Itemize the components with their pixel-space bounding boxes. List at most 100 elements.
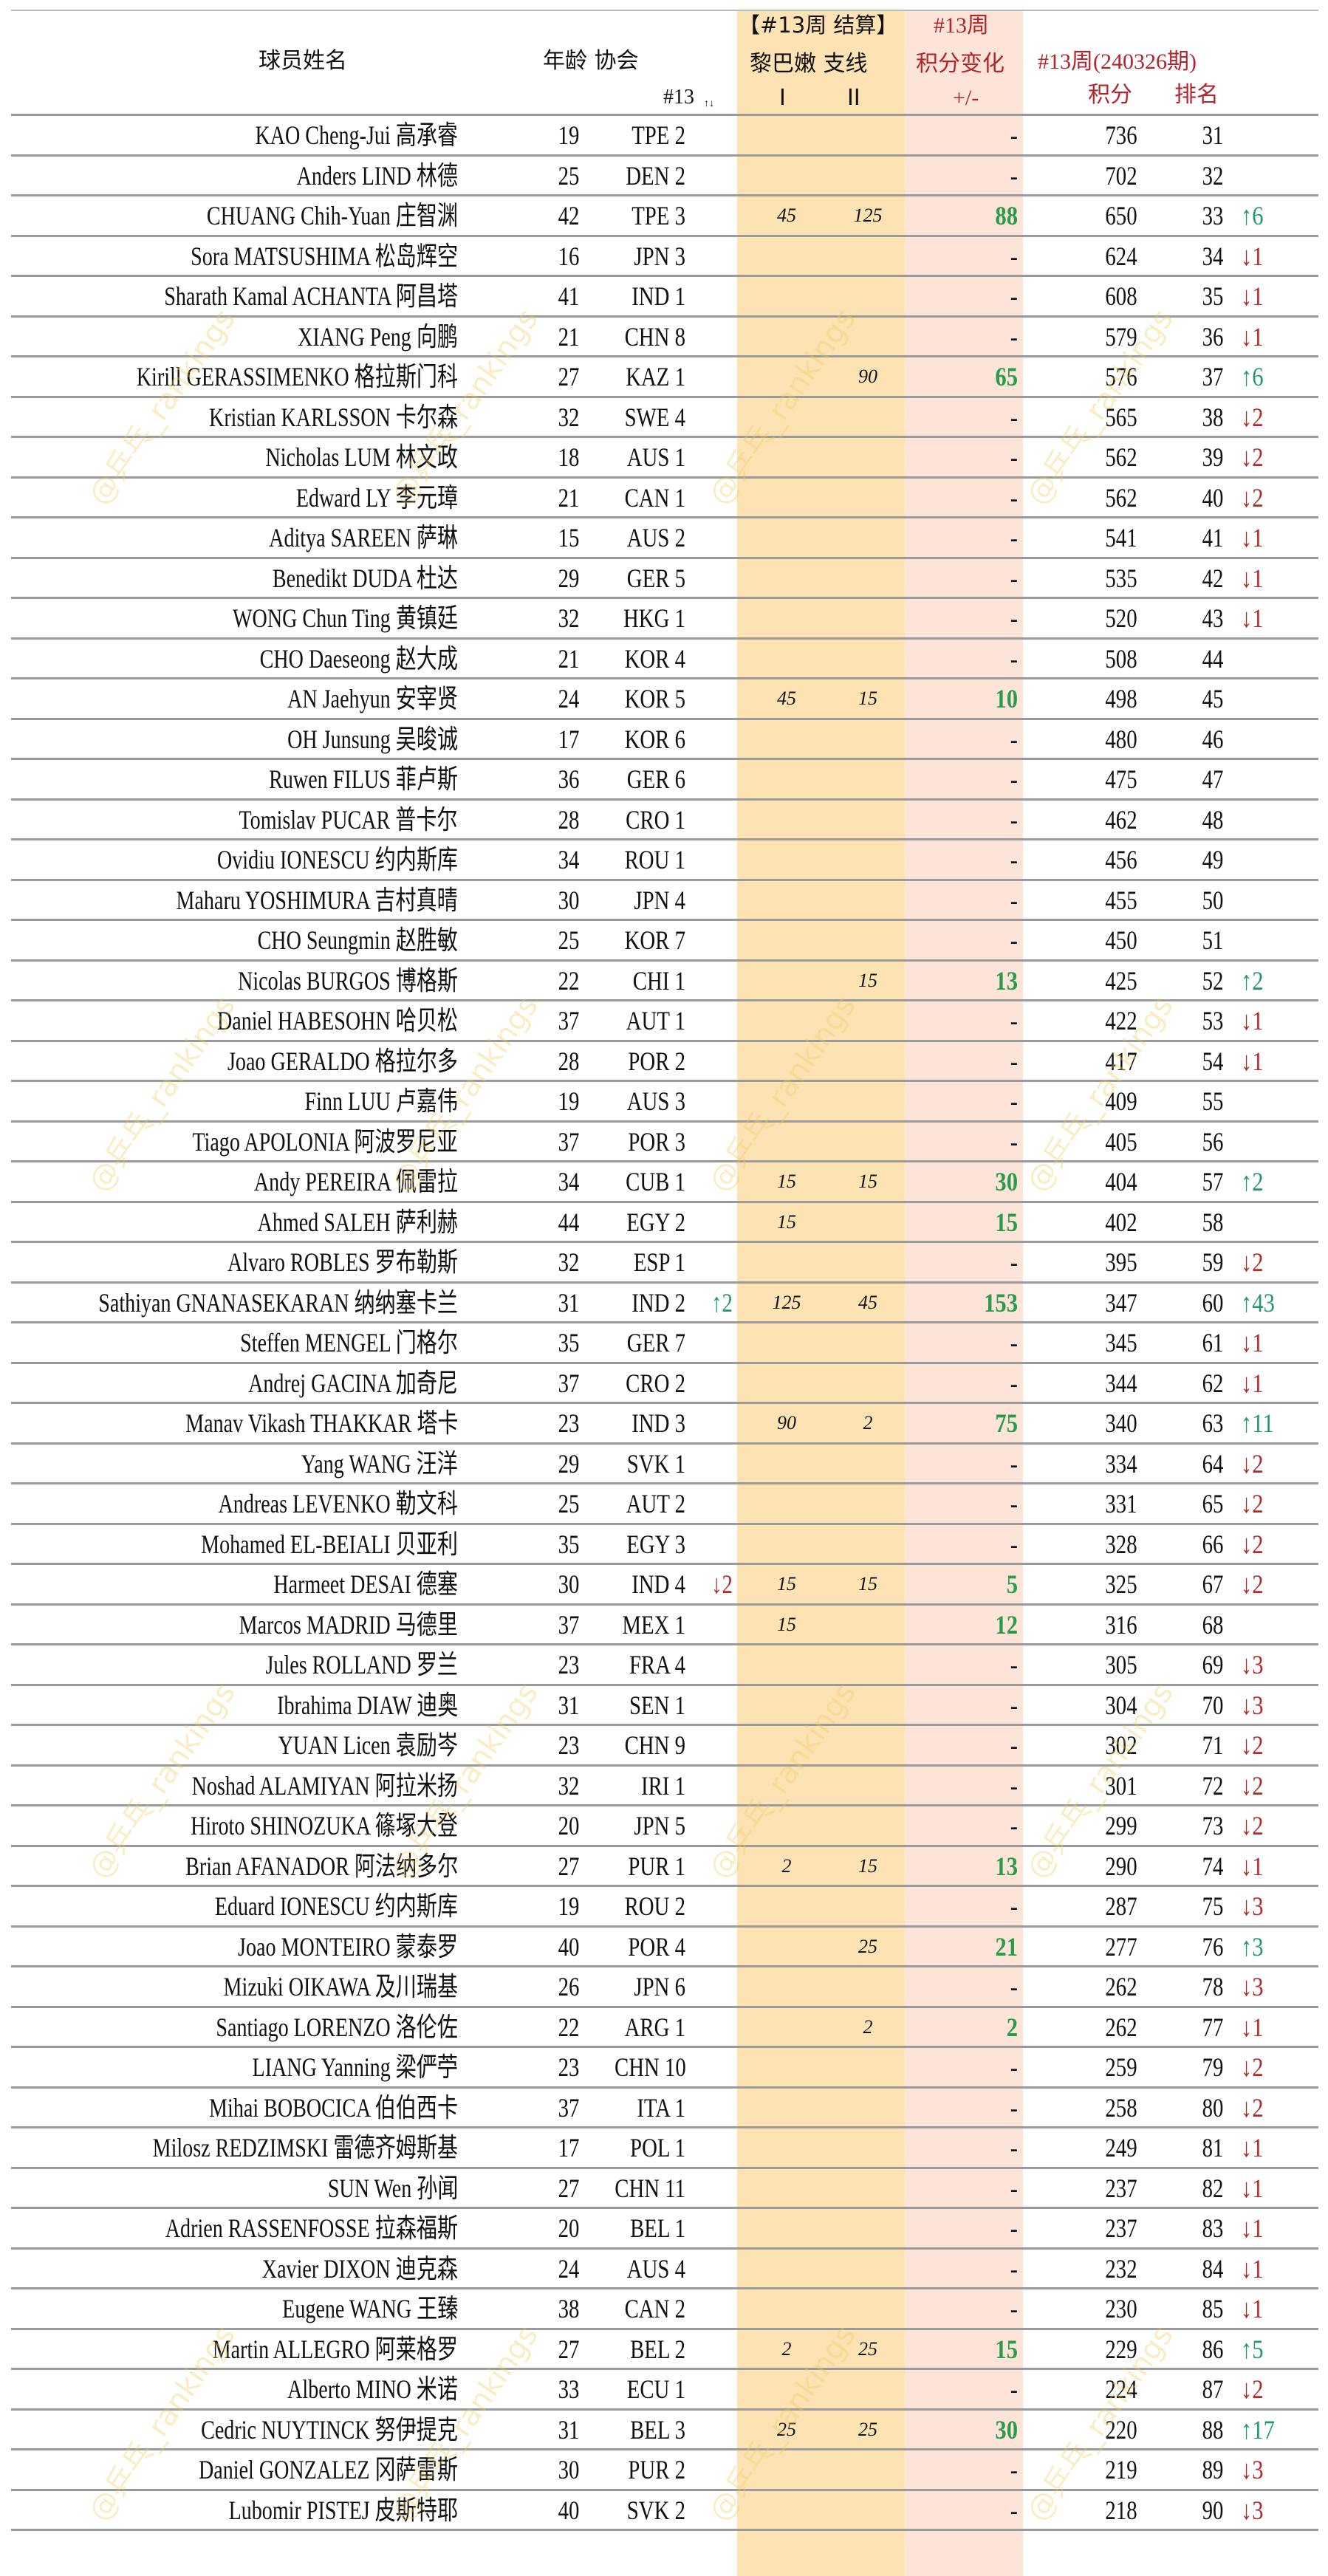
table-row[interactable]: Sharath Kamal ACHANTA 阿昌塔 41 IND 1 - 608 35 ↓1 — [0, 276, 1328, 317]
player-age: 34 — [558, 845, 580, 874]
table-row[interactable]: Jules ROLLAND 罗兰 23 FRA 4 - 305 69 ↓3 — [0, 1645, 1328, 1685]
points-delta: - — [1010, 1448, 1018, 1479]
table-row[interactable]: XIANG Peng 向鹏 21 CHN 8 - 579 36 ↓1 — [0, 317, 1328, 357]
settlement-ii — [842, 1484, 894, 1524]
table-row[interactable]: OH Junsung 吴晙诚 17 KOR 6 - 480 46 — [0, 719, 1328, 760]
table-row[interactable]: Edward LY 李元璋 21 CAN 1 - 562 40 ↓2 — [0, 478, 1328, 518]
table-row[interactable]: Eugene WANG 王臻 38 CAN 2 - 230 85 ↓1 — [0, 2289, 1328, 2329]
player-rank: 85 — [1202, 2294, 1224, 2323]
table-row[interactable]: Xavier DIXON 迪克森 24 AUS 4 - 232 84 ↓1 — [0, 2249, 1328, 2289]
table-row[interactable]: Kirill GERASSIMENKO 格拉斯门科 27 KAZ 1 90 65 576 3… — [0, 357, 1328, 397]
table-row[interactable]: Mohamed EL-BEIALI 贝亚利 35 EGY 3 - 328 66 ↓2 — [0, 1524, 1328, 1565]
table-row[interactable]: Hiroto SHINOZUKA 篠塚大登 20 JPN 5 - 299 73 ↓2 — [0, 1806, 1328, 1846]
table-row[interactable]: Anders LIND 林德 25 DEN 2 - 702 32 — [0, 156, 1328, 196]
table-row[interactable]: CHO Daeseong 赵大成 21 KOR 4 - 508 44 — [0, 639, 1328, 679]
table-row[interactable]: Nicholas LUM 林文政 18 AUS 1 - 562 39 ↓2 — [0, 437, 1328, 478]
player-points: 325 — [1105, 1569, 1137, 1599]
table-row[interactable]: Sora MATSUSHIMA 松岛辉空 16 JPN 3 - 624 34 ↓1 — [0, 236, 1328, 277]
player-association: SVK 2 — [626, 2495, 685, 2525]
prev-rank-change — [709, 2047, 736, 2088]
table-row[interactable]: Noshad ALAMIYAN 阿拉米扬 32 IRI 1 - 301 72 ↓2 — [0, 1766, 1328, 1806]
table-row[interactable]: Mihai BOBOCICA 伯伯西卡 37 ITA 1 - 258 80 ↓2 — [0, 2088, 1328, 2128]
prev-rank-change — [709, 1806, 736, 1846]
table-row[interactable]: Andy PEREIRA 佩雷拉 34 CUB 1 15 15 30 404 57 ↑2 — [0, 1162, 1328, 1202]
prev-rank-change: ↑2 — [711, 1287, 733, 1318]
table-row[interactable]: Yang WANG 汪洋 29 SVK 1 - 334 64 ↓2 — [0, 1444, 1328, 1484]
table-row[interactable]: Harmeet DESAI 德塞 30 IND 4 ↓2 15 15 5 325 67 ↓2 — [0, 1564, 1328, 1605]
table-row[interactable]: Milosz REDZIMSKI 雷德齐姆斯基 17 POL 1 - 249 81 ↓1 — [0, 2128, 1328, 2168]
table-row[interactable]: Joao GERALDO 格拉尔多 28 POR 2 - 417 54 ↓1 — [0, 1041, 1328, 1082]
table-row[interactable]: WONG Chun Ting 黄镇廷 32 HKG 1 - 520 43 ↓1 — [0, 598, 1328, 639]
table-row[interactable]: Brian AFANADOR 阿法纳多尔 27 PUR 1 2 15 13 290 74 ↓1 — [0, 1846, 1328, 1887]
table-row[interactable]: Aditya SAREEN 萨琳 15 AUS 2 - 541 41 ↓1 — [0, 518, 1328, 558]
points-delta: - — [1010, 1086, 1018, 1116]
header-points[interactable]: 积分 — [1088, 82, 1132, 108]
sort-icon[interactable]: ↑↓ — [704, 98, 714, 109]
rank-change — [1241, 920, 1291, 961]
points-delta: - — [1010, 764, 1018, 794]
table-row[interactable]: Lubomir PISTEJ 皮斯特耶 40 SVK 2 - 218 90 ↓3 — [0, 2490, 1328, 2531]
player-age: 24 — [558, 2253, 580, 2284]
prev-rank-change: ↓2 — [711, 1569, 733, 1599]
table-row[interactable]: Maharu YOSHIMURA 吉村真晴 30 JPN 4 - 455 50 — [0, 880, 1328, 921]
player-age: 27 — [558, 2334, 580, 2364]
points-delta: - — [1010, 2455, 1018, 2484]
table-row[interactable]: Adrien RASSENFOSSE 拉森福斯 20 BEL 1 - 237 83 ↓1 — [0, 2208, 1328, 2249]
player-rank: 44 — [1202, 643, 1224, 674]
table-row[interactable]: Marcos MADRID 马德里 37 MEX 1 15 12 316 68 — [0, 1605, 1328, 1645]
table-row[interactable]: YUAN Licen 袁励岑 23 CHN 9 - 302 71 ↓2 — [0, 1725, 1328, 1766]
player-name: Mizuki OIKAWA 及川瑞基 — [223, 1972, 458, 2001]
table-row[interactable]: Ruwen FILUS 菲卢斯 36 GER 6 - 475 47 — [0, 759, 1328, 800]
prev-rank-change — [709, 1001, 736, 1041]
table-row[interactable]: AN Jaehyun 安宰贤 24 KOR 5 45 15 10 498 45 — [0, 679, 1328, 719]
points-delta: 5 — [1006, 1569, 1018, 1599]
settlement-i — [761, 115, 812, 156]
player-association: JPN 4 — [634, 885, 685, 915]
settlement-i — [761, 2208, 812, 2249]
table-row[interactable]: Alberto MINO 米诺 33 ECU 1 - 224 87 ↓2 — [0, 2369, 1328, 2410]
player-association: BEL 2 — [630, 2334, 685, 2364]
table-row[interactable]: KAO Cheng-Jui 高承睿 19 TPE 2 - 736 31 — [0, 115, 1328, 156]
player-rank: 70 — [1202, 1690, 1224, 1720]
player-name: Ibrahima DIAW 迪奥 — [276, 1690, 458, 1720]
table-row[interactable]: Ovidiu IONESCU 约内斯库 34 ROU 1 - 456 49 — [0, 840, 1328, 880]
table-row[interactable]: Ibrahima DIAW 迪奥 31 SEN 1 - 304 70 ↓3 — [0, 1685, 1328, 1726]
table-row[interactable]: Daniel HABESOHN 哈贝松 37 AUT 1 - 422 53 ↓1 — [0, 1001, 1328, 1041]
settlement-i: 15 — [777, 1573, 796, 1594]
prev-rank-change — [709, 1162, 736, 1202]
table-row[interactable]: Kristian KARLSSON 卡尔森 32 SWE 4 - 565 38 ↓2 — [0, 397, 1328, 438]
prev-rank-change — [709, 317, 736, 357]
table-row[interactable]: Mizuki OIKAWA 及川瑞基 26 JPN 6 - 262 78 ↓3 — [0, 1967, 1328, 2007]
table-row[interactable]: Benedikt DUDA 杜达 29 GER 5 - 535 42 ↓1 — [0, 558, 1328, 599]
table-row[interactable]: Santiago LORENZO 洛伦佐 22 ARG 1 2 2 262 77 ↓1 — [0, 2007, 1328, 2048]
table-row[interactable]: SUN Wen 孙闻 27 CHN 11 - 237 82 ↓1 — [0, 2168, 1328, 2209]
table-row[interactable]: Andreas LEVENKO 勒文科 25 AUT 2 - 331 65 ↓2 — [0, 1484, 1328, 1524]
table-row[interactable]: Joao MONTEIRO 蒙泰罗 40 POR 4 25 21 277 76 ↑3 — [0, 1927, 1328, 1967]
table-row[interactable]: CHO Seungmin 赵胜敏 25 KOR 7 - 450 51 — [0, 920, 1328, 961]
table-row[interactable]: Alvaro ROBLES 罗布勒斯 32 ESP 1 - 395 59 ↓2 — [0, 1242, 1328, 1283]
table-row[interactable]: Finn LUU 卢嘉伟 19 AUS 3 - 409 55 — [0, 1081, 1328, 1122]
table-row[interactable]: LIANG Yanning 梁俨苧 23 CHN 10 - 259 79 ↓2 — [0, 2047, 1328, 2088]
table-row[interactable]: Andrej GACINA 加奇尼 37 CRO 2 - 344 62 ↓1 — [0, 1363, 1328, 1404]
table-row[interactable]: Martin ALLEGRO 阿莱格罗 27 BEL 2 2 25 15 229 86 ↑5 — [0, 2329, 1328, 2370]
player-age: 37 — [558, 1126, 580, 1157]
rank-change: ↓2 — [1241, 1489, 1264, 1518]
table-row[interactable]: Daniel GONZALEZ 冈萨雷斯 30 PUR 2 - 219 89 ↓3 — [0, 2450, 1328, 2490]
table-row[interactable]: Eduard IONESCU 约内斯库 19 ROU 2 - 287 75 ↓3 — [0, 1886, 1328, 1927]
table-row[interactable]: Steffen MENGEL 门格尔 35 GER 7 - 345 61 ↓1 — [0, 1323, 1328, 1363]
row-divider — [11, 1522, 1318, 1525]
settlement-i — [761, 2289, 812, 2329]
table-row[interactable]: Tomislav PUCAR 普卡尔 28 CRO 1 - 462 48 — [0, 800, 1328, 840]
table-row[interactable]: Tiago APOLONIA 阿波罗尼亚 37 POR 3 - 405 56 — [0, 1122, 1328, 1162]
table-row[interactable]: Ahmed SALEH 萨利赫 44 EGY 2 15 15 402 58 — [0, 1202, 1328, 1243]
player-age: 38 — [558, 2294, 580, 2323]
table-row[interactable]: Manav Vikash THAKKAR 塔卡 23 IND 3 90 2 75 340 63… — [0, 1403, 1328, 1444]
player-name: Joao MONTEIRO 蒙泰罗 — [238, 1931, 458, 1962]
header-player-name: 球员姓名 — [259, 48, 347, 74]
table-row[interactable]: CHUANG Chih-Yuan 庄智渊 42 TPE 3 45 125 88 650 33 ↑… — [0, 196, 1328, 236]
header-rank[interactable]: 排名 — [1174, 82, 1219, 108]
table-row[interactable]: Cedric NUYTINCK 努伊提克 31 BEL 3 25 25 30 220 88 ↑1… — [0, 2410, 1328, 2450]
table-row[interactable]: Sathiyan GNANASEKARAN 纳纳塞卡兰 31 IND 2 ↑2 125 4… — [0, 1283, 1328, 1323]
settlement-ii — [842, 1725, 894, 1766]
table-row[interactable]: Nicolas BURGOS 博格斯 22 CHI 1 15 13 425 52 ↑2 — [0, 961, 1328, 1001]
